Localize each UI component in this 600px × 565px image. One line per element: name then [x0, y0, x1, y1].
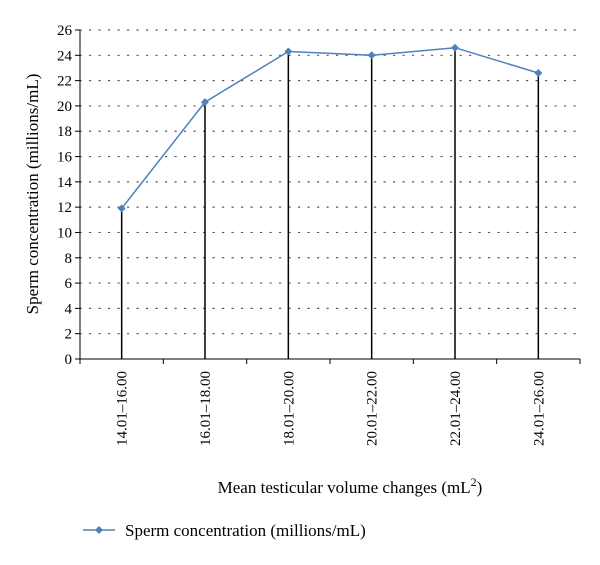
data-point: [284, 47, 293, 56]
x-axis-title-superscript: 2: [471, 475, 477, 489]
y-tick-label: 22: [57, 74, 72, 90]
x-axis-title: Mean testicular volume changes (mL2): [218, 475, 483, 497]
y-tick-label: 0: [65, 352, 73, 368]
series: [117, 43, 543, 213]
y-tick-label: 24: [57, 48, 73, 64]
y-tick-label: 4: [65, 301, 73, 317]
y-tick-label: 8: [65, 251, 73, 267]
x-tick-label: 14.01–16.00: [115, 371, 131, 446]
x-tick-label: 24.01–26.00: [531, 371, 547, 446]
x-tick-label: 16.01–18.00: [198, 371, 214, 446]
y-tick-label: 10: [57, 225, 72, 241]
series-line: [121, 46, 539, 209]
x-axis-title-main: Mean testicular volume changes (mL: [218, 478, 471, 497]
x-axis-title-suffix: ): [477, 478, 483, 497]
legend-label: Sperm concentration (millions/mL): [125, 521, 366, 540]
y-tick-label: 20: [57, 99, 72, 115]
data-point: [201, 98, 209, 107]
data-point: [117, 204, 126, 213]
x-tick-label: 22.01–24.00: [448, 371, 464, 446]
data-point: [451, 43, 459, 52]
grid-lines: [79, 29, 581, 335]
y-tick-label: 18: [57, 124, 72, 140]
x-ticks: 14.01–16.00 16.01–18.00 18.01–20.00 20.01–2…: [79, 359, 581, 446]
legend-marker: [95, 526, 103, 534]
y-tick-label: 26: [57, 23, 73, 39]
y-tick-label: 2: [65, 327, 73, 343]
data-point: [534, 69, 543, 78]
drop-lines: [120, 47, 540, 359]
x-tick-label: 20.01–22.00: [365, 371, 381, 446]
y-tick-label: 12: [57, 200, 72, 216]
x-tick-label: 18.01–20.00: [281, 371, 297, 446]
y-tick-label: 14: [57, 175, 73, 191]
y-tick-label: 16: [57, 150, 73, 166]
y-tick-label: 6: [65, 276, 73, 292]
data-point: [367, 51, 376, 60]
legend: Sperm concentration (millions/mL): [83, 521, 366, 540]
y-axis-title: Sperm concentration (millions/mL): [23, 74, 42, 315]
